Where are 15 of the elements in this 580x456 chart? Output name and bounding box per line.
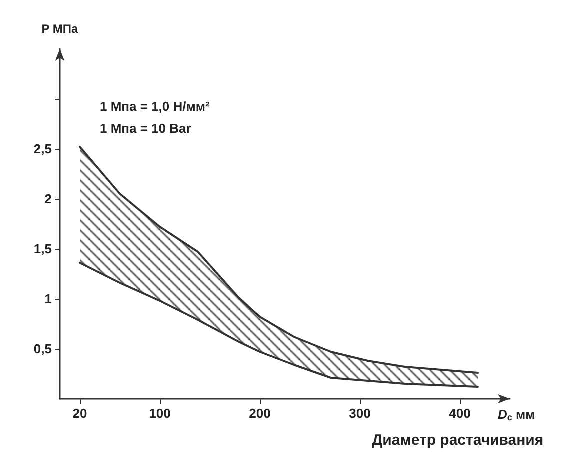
x-tick-label: 20 xyxy=(72,406,88,421)
y-tick-label: 2,5 xyxy=(34,142,52,156)
y-tick-label: 1 xyxy=(44,292,52,306)
line-series xyxy=(79,262,479,388)
text: Диаметр растачивания xyxy=(372,432,544,449)
y-tick-label: 0,5 xyxy=(34,342,52,356)
x-tick-label: 400 xyxy=(449,406,471,421)
y-axis-title: P МПа xyxy=(42,22,79,36)
x-tick-label: 100 xyxy=(149,406,171,421)
x-tick-label: 200 xyxy=(249,406,271,421)
y-tick-label: 1,5 xyxy=(34,242,52,256)
x-tick-label: 300 xyxy=(349,406,371,421)
annotation: 1 Мпа = 10 Bar xyxy=(100,121,192,136)
y-tick-label: 2 xyxy=(44,192,52,206)
annotation: 1 Мпа = 1,0 Н/мм² xyxy=(100,99,210,114)
